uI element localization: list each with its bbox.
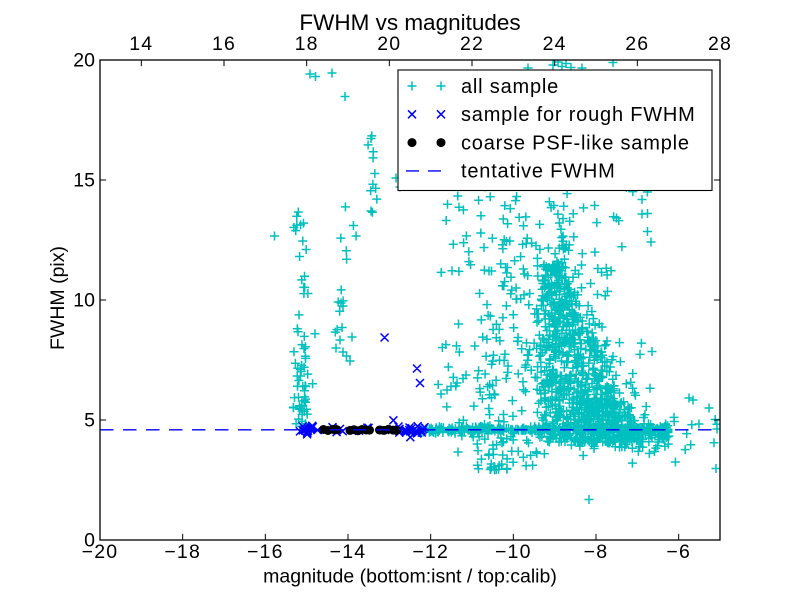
- svg-text:0: 0: [84, 530, 95, 552]
- svg-text:20: 20: [377, 33, 401, 55]
- svg-text:−8: −8: [584, 541, 609, 563]
- svg-text:−18: −18: [164, 541, 201, 563]
- svg-text:14: 14: [129, 33, 153, 55]
- svg-text:all sample: all sample: [461, 76, 559, 98]
- svg-text:−20: −20: [82, 541, 119, 563]
- svg-text:tentative FWHM: tentative FWHM: [461, 161, 616, 183]
- svg-text:sample for rough FWHM: sample for rough FWHM: [461, 104, 696, 126]
- svg-text:FWHM vs magnitudes: FWHM vs magnitudes: [299, 10, 520, 35]
- svg-text:24: 24: [543, 33, 567, 55]
- svg-text:20: 20: [73, 50, 95, 72]
- svg-text:−6: −6: [666, 541, 691, 563]
- svg-text:−14: −14: [330, 541, 367, 563]
- svg-text:−12: −12: [412, 541, 449, 563]
- svg-text:16: 16: [212, 33, 236, 55]
- svg-text:FWHM (pix): FWHM (pix): [47, 246, 69, 350]
- svg-text:15: 15: [73, 170, 95, 192]
- svg-text:10: 10: [73, 290, 95, 312]
- svg-text:26: 26: [625, 33, 649, 55]
- svg-text:22: 22: [460, 33, 484, 55]
- svg-text:−16: −16: [247, 541, 284, 563]
- svg-text:coarse PSF-like sample: coarse PSF-like sample: [461, 132, 690, 154]
- svg-text:−10: −10: [495, 541, 532, 563]
- svg-text:5: 5: [84, 410, 95, 432]
- svg-text:28: 28: [708, 33, 732, 55]
- svg-text:18: 18: [295, 33, 319, 55]
- svg-text:magnitude (bottom:isnt / top:c: magnitude (bottom:isnt / top:calib): [263, 566, 557, 588]
